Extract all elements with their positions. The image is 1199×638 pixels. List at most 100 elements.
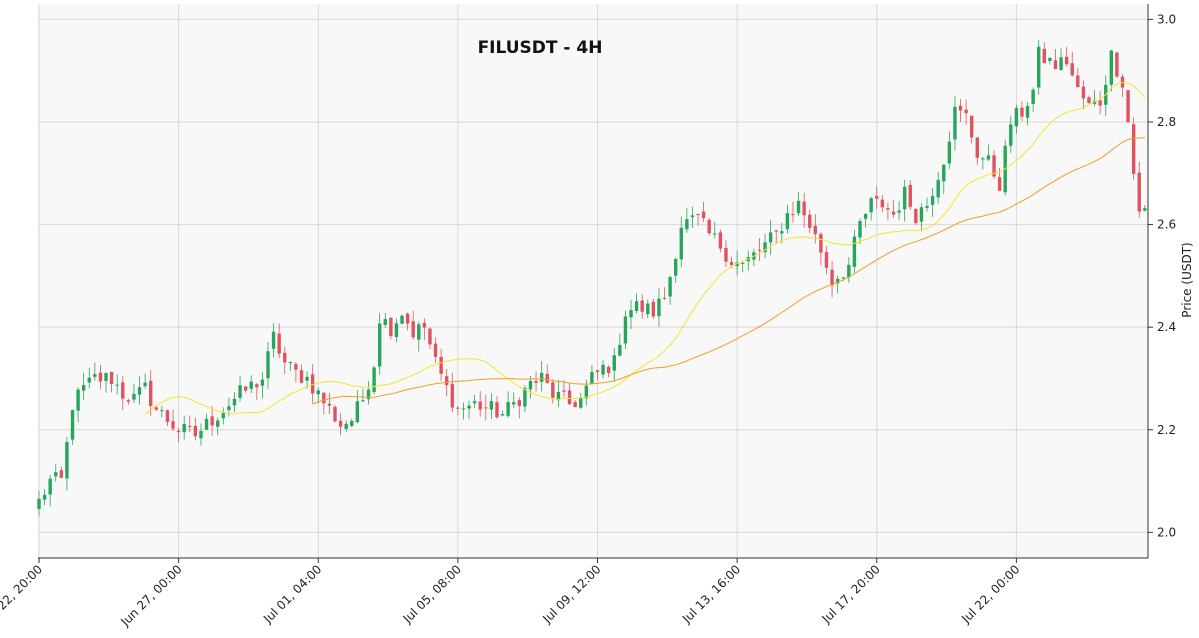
candle-body [160, 410, 164, 412]
candle-body [958, 105, 963, 111]
candle-body [517, 400, 522, 406]
candle-body [986, 155, 991, 160]
candle-body [176, 430, 181, 433]
candle-body [886, 208, 890, 210]
candle-body [1098, 100, 1102, 106]
candle-body [830, 269, 834, 286]
candle-body [1137, 172, 1141, 212]
candle-body [595, 370, 600, 373]
candle-body [601, 364, 605, 375]
candle-body [472, 401, 477, 404]
candle-body [238, 385, 242, 398]
candle-body [344, 423, 348, 429]
candle-body [707, 219, 711, 234]
candle-body [902, 186, 907, 210]
candle-body [243, 386, 248, 391]
candle-body [969, 115, 974, 138]
candle-body [774, 230, 778, 232]
candle-body [271, 331, 276, 349]
candle-body [936, 179, 940, 198]
chart-title: FILUSDT - 4H [478, 38, 603, 58]
candle-body [98, 372, 103, 382]
candle-body [791, 214, 795, 216]
x-tick-label: Jul 05, 08:00 [400, 562, 464, 626]
candle-body [389, 317, 393, 337]
candle-body [808, 214, 812, 228]
y-tick-label: 2.0 [1157, 525, 1176, 539]
candle-body [478, 401, 482, 410]
candle-body [115, 384, 119, 386]
candle-body [914, 208, 918, 224]
candle-body [964, 109, 968, 114]
candle-body [1014, 108, 1019, 127]
candle-body [461, 408, 466, 410]
candle-body [925, 206, 929, 208]
candle-body [796, 200, 801, 214]
candle-body [411, 321, 415, 338]
candle-body [1115, 52, 1119, 77]
candle-body [350, 420, 354, 426]
x-tick-label: Jul 09, 12:00 [539, 562, 603, 626]
x-tick-label: Jul 13, 16:00 [679, 562, 743, 626]
candle-body [232, 398, 237, 406]
candle-body [338, 420, 343, 427]
candle-body [551, 382, 555, 398]
candle-body [456, 407, 460, 409]
candle-body [104, 373, 108, 382]
candle-body [216, 420, 220, 427]
candle-body [847, 264, 851, 278]
candle-body [1031, 89, 1035, 104]
candle-body [1053, 60, 1058, 70]
candle-body [255, 384, 259, 388]
candle-body [87, 377, 91, 383]
candle-body [819, 233, 823, 253]
candle-body [484, 407, 488, 409]
candle-body [813, 225, 818, 235]
candle-body [930, 195, 935, 205]
candle-body [422, 322, 427, 328]
candle-body [852, 236, 857, 267]
moving-averages [144, 81, 1146, 415]
candle-body [690, 215, 695, 218]
candle-body [841, 277, 845, 279]
candle-body [606, 366, 611, 374]
candle-body [763, 242, 767, 253]
candle-body [76, 389, 80, 411]
candle-body [322, 392, 326, 404]
candle-body [227, 406, 231, 411]
candle-body [534, 381, 538, 383]
candle-body [154, 407, 158, 410]
candle-body [724, 247, 728, 262]
candle-body [662, 297, 667, 299]
candle-body [1081, 86, 1086, 99]
candle-body [1076, 75, 1080, 88]
candle-body [249, 381, 253, 389]
candle-body [171, 421, 175, 429]
candle-body [81, 385, 86, 391]
candle-body [802, 201, 806, 216]
x-tick-label: Jun 27, 00:00 [118, 562, 185, 629]
candle-body [657, 298, 661, 317]
candle-body [623, 316, 628, 344]
candle-body [500, 414, 505, 416]
candle-body [718, 232, 723, 249]
y-tick-label: 2.4 [1157, 320, 1176, 334]
candle-body [629, 310, 633, 318]
candle-body [1048, 57, 1052, 62]
candle-body [573, 401, 577, 408]
candle-body [741, 262, 745, 264]
candle-body [143, 382, 147, 387]
candle-body [188, 425, 192, 427]
candle-body [579, 397, 583, 408]
candle-body [132, 393, 136, 400]
y-tick-label: 3.0 [1157, 12, 1176, 26]
candle-body [299, 370, 304, 383]
candle-body [199, 431, 203, 439]
candle-body [824, 252, 829, 268]
candle-body [439, 356, 443, 374]
candle-body [545, 373, 549, 383]
candle-body [400, 315, 404, 324]
candle-body [383, 319, 387, 325]
